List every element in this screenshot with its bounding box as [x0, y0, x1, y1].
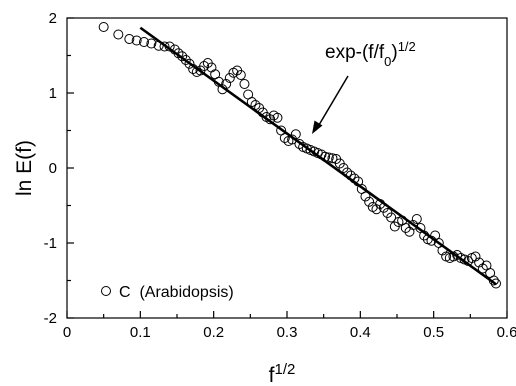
y-tick-label: 2: [49, 10, 57, 27]
x-tick-label: 0.3: [277, 324, 298, 341]
x-tick-label: 0.6: [497, 324, 516, 341]
x-tick-label: 0.4: [350, 324, 371, 341]
legend-label: C (Arabidopsis): [119, 284, 234, 301]
x-tick-label: 0: [63, 324, 71, 341]
x-tick-label: 0.5: [423, 324, 444, 341]
y-tick-label: -2: [44, 310, 57, 327]
y-tick-label: -1: [44, 235, 57, 252]
legend: C (Arabidopsis): [102, 284, 234, 301]
x-tick-label: 0.2: [203, 324, 224, 341]
y-tick-label: 1: [49, 85, 57, 102]
x-tick-label: 0.1: [130, 324, 151, 341]
y-tick-label: 0: [49, 160, 57, 177]
legend-marker: [102, 287, 111, 296]
y-axis-title: ln E(f): [13, 140, 36, 196]
